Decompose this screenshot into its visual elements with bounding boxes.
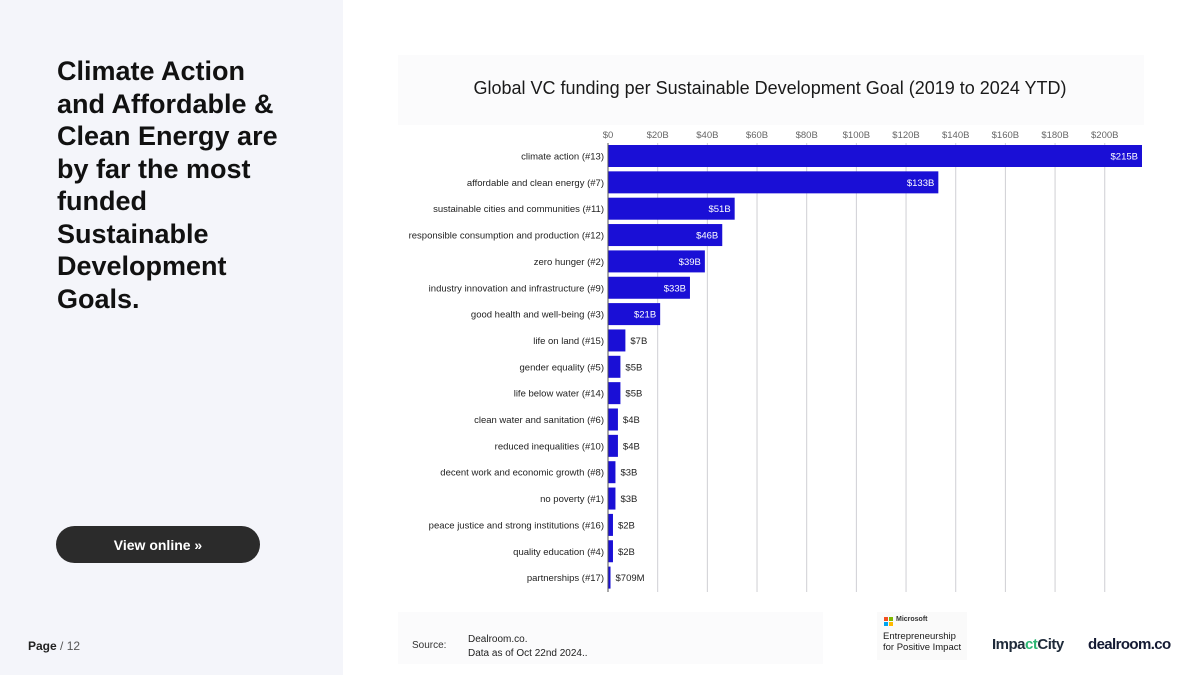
- category-label: reduced inequalities (#10): [495, 441, 604, 452]
- value-label: $4B: [623, 441, 640, 452]
- value-label: $709M: [616, 573, 645, 584]
- impactcity-logo: ImpactCity: [992, 636, 1064, 653]
- impactcity-pre: Impa: [992, 636, 1026, 653]
- x-tick-label: $100B: [843, 130, 870, 141]
- bar: [608, 224, 723, 247]
- category-label: gender equality (#5): [520, 362, 605, 373]
- ms-tagline-1: Entrepreneurship: [883, 631, 956, 642]
- source-text: Dealroom.co. Data as of Oct 22nd 2024..: [468, 633, 588, 660]
- view-online-button[interactable]: View online »: [56, 526, 260, 563]
- value-label: $33B: [664, 283, 686, 294]
- bar: [608, 145, 1142, 167]
- source-line-2: Data as of Oct 22nd 2024..: [468, 647, 588, 659]
- bar: [608, 566, 611, 589]
- x-tick-label: $60B: [746, 130, 768, 141]
- x-tick-label: $160B: [992, 130, 1019, 141]
- dealroom-logo: dealroom.co: [1088, 636, 1171, 653]
- category-label: decent work and economic growth (#8): [440, 468, 604, 479]
- bar: [608, 355, 621, 378]
- page-total: 12: [66, 639, 81, 653]
- value-label: $39B: [679, 257, 701, 268]
- ms-square-yellow: [889, 622, 893, 626]
- bar: [608, 171, 939, 194]
- category-label: partnerships (#17): [527, 573, 604, 584]
- microsoft-windows-icon: [884, 617, 893, 626]
- chart-title: Global VC funding per Sustainable Develo…: [473, 78, 1067, 98]
- category-label: life on land (#15): [533, 336, 604, 347]
- ms-square-red: [884, 617, 888, 621]
- page-label: Page: [28, 639, 57, 653]
- bar: [608, 303, 661, 326]
- category-label: quality education (#4): [513, 547, 604, 558]
- category-label: climate action (#13): [521, 152, 604, 163]
- x-tick-label: $120B: [892, 130, 919, 141]
- source-line-1: Dealroom.co.: [468, 634, 528, 645]
- value-label: $21B: [634, 310, 656, 321]
- value-label: $2B: [618, 520, 635, 531]
- page-separator: /: [60, 639, 64, 653]
- ms-square-blue: [884, 622, 888, 626]
- category-label: affordable and clean energy (#7): [467, 178, 604, 189]
- bar: [608, 276, 690, 299]
- bar: [608, 513, 613, 536]
- value-label: $51B: [708, 204, 730, 215]
- value-label: $5B: [625, 362, 642, 373]
- value-label: $5B: [625, 389, 642, 400]
- category-label: life below water (#14): [514, 389, 604, 400]
- bar: [608, 408, 618, 431]
- x-tick-label: $20B: [647, 130, 669, 141]
- category-label: responsible consumption and production (…: [409, 231, 604, 242]
- x-tick-label: $40B: [696, 130, 718, 141]
- bar-chart: $0 $20B $40B $60B $80B $100B $120B $140B $160B $1…: [398, 125, 1144, 592]
- category-label: industry innovation and infrastructure (…: [429, 283, 604, 294]
- category-label: no poverty (#1): [540, 494, 604, 505]
- category-label: sustainable cities and communities (#11): [433, 204, 604, 215]
- bar: [608, 487, 616, 510]
- value-label: $46B: [696, 231, 718, 242]
- page-indicator: Page / 12: [28, 639, 80, 653]
- x-tick-label: $140B: [942, 130, 969, 141]
- microsoft-name: Microsoft: [896, 616, 928, 623]
- x-tick-label: $80B: [796, 130, 818, 141]
- source-panel: [398, 612, 823, 664]
- value-label: $4B: [623, 415, 640, 426]
- value-label: $2B: [618, 547, 635, 558]
- bar: [608, 197, 735, 220]
- bar: [608, 434, 618, 457]
- bar: [608, 382, 621, 405]
- impactcity-post: City: [1037, 636, 1064, 653]
- value-label: $3B: [620, 494, 637, 505]
- value-label: $7B: [630, 336, 647, 347]
- source-label: Source:: [412, 640, 447, 651]
- category-label: good health and well-being (#3): [471, 310, 604, 321]
- category-label: peace justice and strong institutions (#…: [429, 520, 604, 531]
- bar: [608, 250, 705, 273]
- ms-square-green: [889, 617, 893, 621]
- impactcity-mid: ct: [1025, 636, 1038, 653]
- microsoft-tagline: Entrepreneurship for Positive Impact: [883, 631, 961, 653]
- bar: [608, 329, 626, 352]
- x-tick-label: $0: [603, 130, 614, 141]
- x-tick-label: $180B: [1041, 130, 1068, 141]
- category-label: zero hunger (#2): [534, 257, 604, 268]
- category-label: clean water and sanitation (#6): [474, 415, 604, 426]
- x-tick-label: $200B: [1091, 130, 1118, 141]
- bar: [608, 461, 616, 484]
- page-headline: Climate Action and Affordable & Clean En…: [57, 56, 278, 314]
- value-label: $215B: [1111, 152, 1138, 163]
- value-label: $133B: [907, 178, 934, 189]
- value-label: $3B: [620, 468, 637, 479]
- ms-tagline-2: for Positive Impact: [883, 642, 962, 653]
- bar: [608, 540, 613, 563]
- chart-plot-background: [398, 125, 1144, 592]
